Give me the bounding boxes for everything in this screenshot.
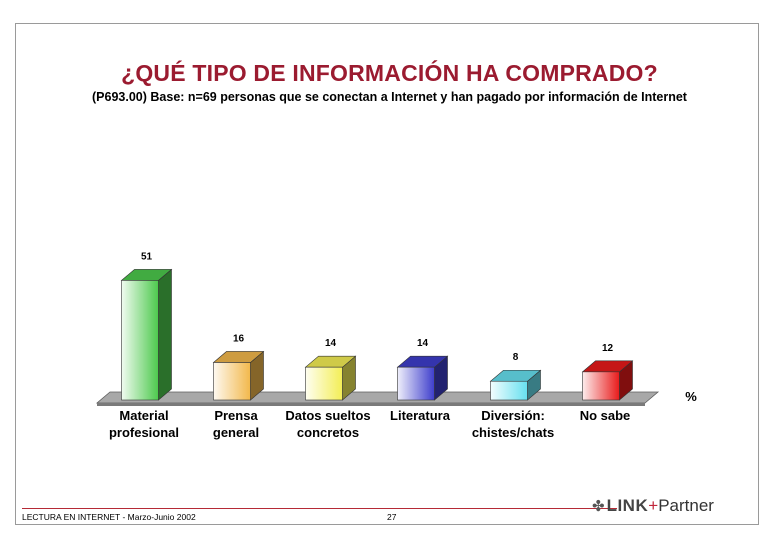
footer-divider <box>22 508 617 509</box>
page-number: 27 <box>387 512 397 522</box>
category-label-1-1: general <box>213 425 259 440</box>
chart-floor <box>95 391 660 404</box>
data-label-5: 12 <box>602 343 614 354</box>
category-label-4-1: chistes/chats <box>472 425 554 440</box>
bar-3 <box>397 366 435 401</box>
data-label-2: 14 <box>325 338 337 349</box>
category-label-4-0: Diversión: <box>481 408 545 423</box>
category-label-0-0: Material <box>119 408 168 423</box>
chart-floor-edge <box>97 403 645 406</box>
bar-0 <box>121 280 159 401</box>
category-label-2-0: Datos sueltos <box>285 408 370 423</box>
category-label-3-0: Literatura <box>390 408 451 423</box>
link-logo-icon: ✤ <box>592 498 605 515</box>
data-label-1: 16 <box>233 333 245 344</box>
category-label-5-0: No sabe <box>580 408 631 423</box>
logo-link-text: LINK <box>606 496 649 515</box>
data-label-4: 8 <box>513 352 519 363</box>
chart-title: ¿QUÉ TIPO DE INFORMACIÓN HA COMPRADO? <box>121 60 658 86</box>
footer-source: LECTURA EN INTERNET - Marzo-Junio 2002 <box>22 512 196 522</box>
category-label-1-0: Prensa <box>214 408 258 423</box>
chart-subtitle: (P693.00) Base: n=69 personas que se con… <box>92 90 687 104</box>
logo-plus: + <box>648 496 659 515</box>
bar-1 <box>213 362 251 401</box>
category-label-0-1: profesional <box>109 425 179 440</box>
bar-4 <box>490 380 528 401</box>
company-logo: ✤ LINK+Partner <box>592 496 714 516</box>
unit-label: % <box>685 389 697 404</box>
category-label-2-1: concretos <box>297 425 359 440</box>
bar-5 <box>582 371 620 401</box>
data-label-0: 51 <box>141 251 153 262</box>
logo-partner-text: Partner <box>658 496 714 515</box>
bar-side-0 <box>158 268 172 401</box>
data-label-3: 14 <box>417 338 429 349</box>
bar-2 <box>305 366 343 401</box>
